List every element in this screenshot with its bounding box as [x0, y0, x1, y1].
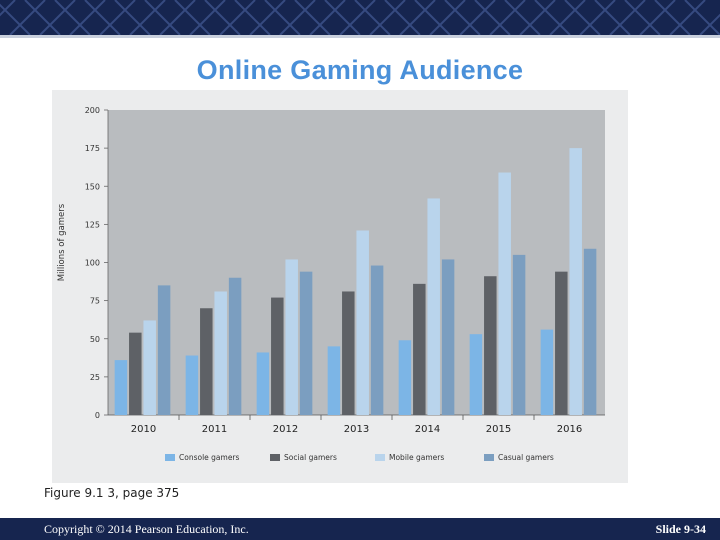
y-tick-label: 75 [90, 297, 100, 306]
legend-label: Casual gamers [498, 453, 554, 462]
bar-social-gamers [484, 276, 497, 415]
x-tick-label: 2016 [557, 424, 582, 435]
bar-casual-gamers [299, 271, 313, 415]
bar-social-gamers [342, 291, 355, 415]
bar-social-gamers [271, 297, 284, 415]
bar-console-gamers [185, 355, 199, 415]
slide-title: Online Gaming Audience [196, 55, 524, 85]
banner-pattern [0, 0, 720, 35]
bar-console-gamers [114, 360, 128, 415]
x-tick-label: 2013 [344, 424, 369, 435]
x-tick-label: 2011 [202, 424, 227, 435]
bar-casual-gamers [583, 248, 597, 415]
bar-mobile-gamers [356, 230, 369, 415]
bar-social-gamers [129, 332, 142, 415]
y-tick-label: 50 [90, 335, 100, 344]
slide-number: Slide 9-34 [655, 522, 706, 536]
bar-social-gamers [200, 308, 213, 415]
bar-console-gamers [469, 334, 483, 415]
bar-casual-gamers [441, 259, 455, 415]
copyright-text: Copyright © 2014 Pearson Education, Inc. [44, 522, 249, 536]
legend-swatch [165, 454, 175, 461]
y-tick-label: 125 [85, 220, 100, 229]
bar-mobile-gamers [427, 198, 440, 415]
bar-console-gamers [327, 346, 341, 415]
bar-social-gamers [555, 271, 568, 415]
bar-console-gamers [256, 352, 270, 415]
y-tick-label: 0 [95, 411, 100, 420]
legend-swatch [484, 454, 494, 461]
bar-mobile-gamers [498, 172, 511, 415]
bar-mobile-gamers [569, 148, 582, 415]
bar-mobile-gamers [214, 291, 227, 415]
legend-label: Console gamers [179, 453, 240, 462]
chart-panel: 0 25 50 75 100 125 150 175 200 Millions of gamers… [52, 90, 628, 483]
footer-bar: Copyright © 2014 Pearson Education, Inc.… [0, 518, 720, 540]
y-tick-label: 200 [85, 106, 100, 115]
banner-divider [0, 35, 720, 38]
bar-casual-gamers [512, 254, 526, 415]
bar-social-gamers [413, 283, 426, 415]
legend-swatch [375, 454, 385, 461]
legend-label: Social gamers [284, 453, 337, 462]
y-tick-label: 25 [90, 373, 100, 382]
y-axis-title: Millions of gamers [57, 203, 67, 281]
y-tick-label: 150 [85, 182, 100, 191]
x-tick-label: 2014 [415, 424, 440, 435]
bar-console-gamers [398, 340, 412, 415]
x-tick-label: 2015 [486, 424, 511, 435]
bar-casual-gamers [370, 265, 384, 415]
bar-chart: 0 25 50 75 100 125 150 175 200 Millions of gamers… [52, 90, 628, 483]
legend-label: Mobile gamers [389, 453, 444, 462]
x-tick-label: 2010 [131, 424, 156, 435]
title-banner [0, 0, 720, 35]
x-tick-label: 2012 [273, 424, 298, 435]
bar-casual-gamers [228, 277, 242, 415]
y-tick-label: 175 [85, 144, 100, 153]
y-tick-label: 100 [85, 259, 100, 268]
bar-mobile-gamers [143, 320, 156, 415]
bar-casual-gamers [157, 285, 171, 415]
legend-swatch [270, 454, 280, 461]
bar-console-gamers [540, 329, 554, 415]
figure-caption: Figure 9.1 3, page 375 [44, 486, 180, 500]
bar-mobile-gamers [285, 259, 298, 415]
